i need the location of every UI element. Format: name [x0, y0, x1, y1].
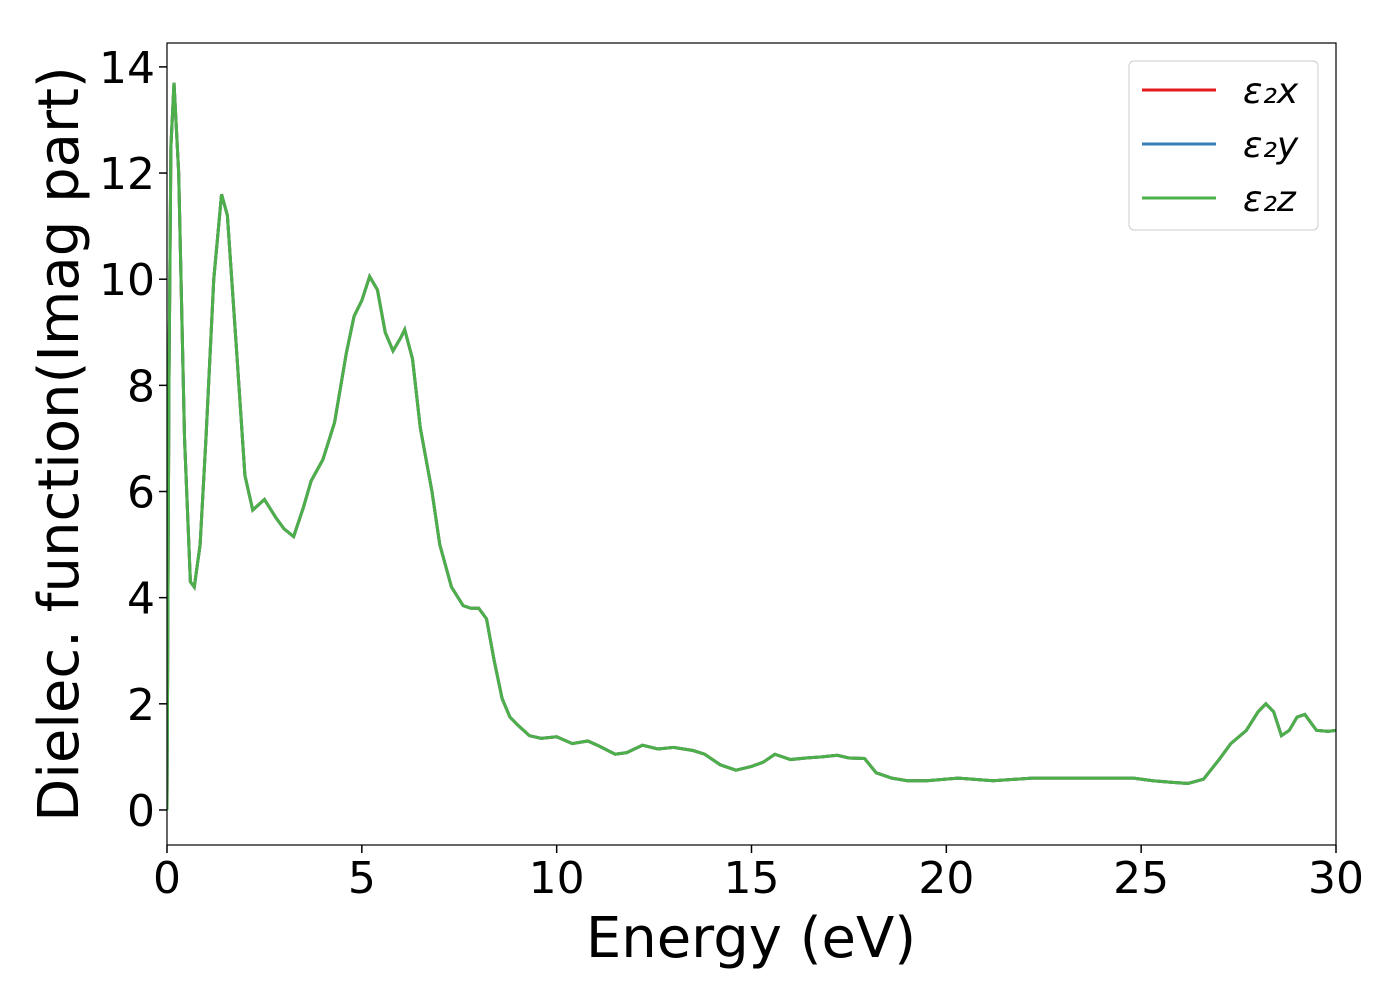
y-axis-label: Dielec. function(Imag part) [27, 66, 92, 822]
y-tick-label: 2 [127, 680, 155, 731]
x-tick-label: 0 [153, 853, 181, 904]
x-tick-label: 25 [1113, 853, 1169, 904]
y-tick-label: 10 [99, 255, 155, 306]
legend-box [1128, 60, 1319, 231]
y-tick-label: 0 [127, 786, 155, 837]
x-tick-label: 30 [1308, 853, 1364, 904]
y-tick-label: 8 [127, 361, 155, 412]
x-tick-label: 20 [918, 853, 974, 904]
legend-label: ε₂x [1243, 71, 1299, 112]
legend-label: ε₂y [1243, 125, 1299, 166]
y-tick-label: 6 [127, 468, 155, 519]
x-tick-label: 5 [348, 853, 376, 904]
legend-label: ε₂z [1243, 179, 1297, 220]
line-series [167, 82, 1336, 810]
y-tick-label: 12 [99, 149, 155, 200]
y-tick-label: 4 [127, 574, 155, 625]
x-axis-label: Energy (eV) [586, 906, 916, 971]
x-tick-label: 10 [529, 853, 585, 904]
plot-frame [166, 42, 1337, 846]
x-tick-label: 15 [724, 853, 780, 904]
y-tick-label: 14 [99, 43, 155, 94]
